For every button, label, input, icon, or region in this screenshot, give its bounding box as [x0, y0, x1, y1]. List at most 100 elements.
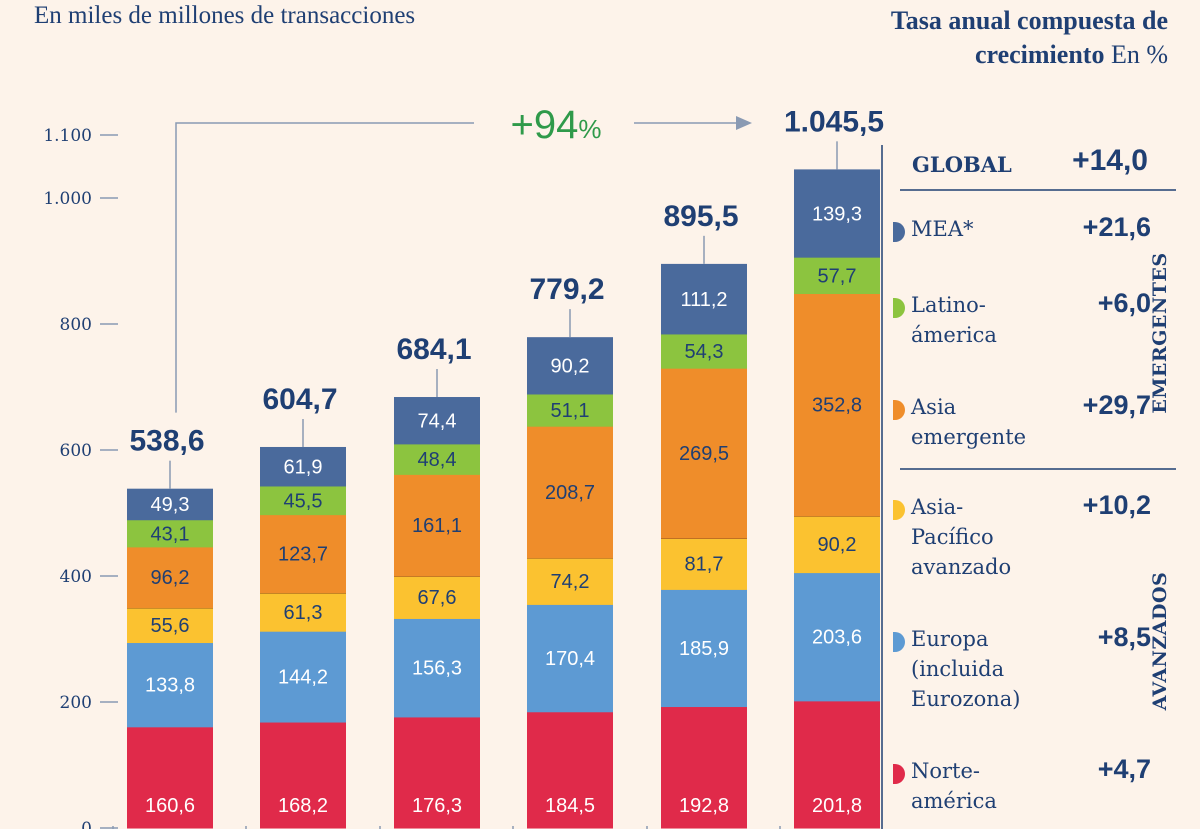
bar-segment-latinoamerica [394, 443, 480, 475]
data-label-europa: 144,2 [278, 667, 328, 689]
legend-marker-icon [893, 298, 905, 318]
cagr-unit: En % [1110, 40, 1168, 69]
y-tick-label: 600 [60, 441, 92, 461]
data-label-norteamerica: 184,5 [545, 795, 595, 817]
data-label-europa: 203,6 [812, 627, 862, 649]
legend-value: +6,0 [1097, 288, 1151, 318]
group-label-emergentes: EMERGENTES [1149, 252, 1171, 414]
legend-label: Latino-ámerica [911, 293, 997, 347]
data-label-asia_emergente: 208,7 [545, 482, 595, 504]
data-label-norteamerica: 201,8 [812, 795, 862, 817]
data-label-europa: 185,9 [679, 638, 729, 660]
global-row: GLOBAL +14,0 [912, 144, 1148, 184]
bar-segment-latinoamerica [794, 257, 880, 295]
bar-segment-asia_emergente [527, 426, 613, 559]
data-label-latinoamerica: 45,5 [284, 490, 323, 512]
growth-callout-unit: % [578, 114, 601, 144]
data-label-europa: 133,8 [145, 675, 195, 697]
bar-segment-mea [260, 446, 346, 487]
legend-label: Norte-américa [911, 759, 997, 813]
legend-label: MEA* [911, 217, 974, 241]
bar-segment-norteamerica [260, 722, 346, 829]
data-label-latinoamerica: 57,7 [818, 265, 857, 287]
data-label-norteamerica: 160,6 [145, 795, 195, 817]
bar-segment-asia_emergente [394, 474, 480, 577]
total-label: 895,5 [663, 200, 738, 233]
group-label-avanzados: AVANZADOS [1149, 571, 1171, 711]
data-label-mea: 74,4 [418, 410, 457, 432]
total-label: 1.045,5 [784, 105, 884, 138]
data-label-latinoamerica: 43,1 [151, 523, 190, 545]
legend-value: +10,2 [1082, 490, 1151, 520]
total-label: 684,1 [396, 333, 471, 366]
bar-segment-asia_pacifico [661, 537, 747, 590]
bar-segment-asia_pacifico [127, 607, 213, 644]
bar-segment-asia_emergente [794, 293, 880, 517]
y-tick-label: 0 [81, 819, 92, 829]
data-label-latinoamerica: 48,4 [418, 449, 457, 471]
data-label-europa: 156,3 [412, 658, 462, 680]
bar-segment-mea [394, 397, 480, 445]
bar-segment-europa [127, 642, 213, 728]
growth-callout-value: +94% [511, 103, 602, 147]
bar-segment-asia_pacifico [527, 557, 613, 605]
bar-segment-latinoamerica [127, 519, 213, 548]
bar-segment-norteamerica [527, 711, 613, 829]
bar-segment-europa [794, 572, 880, 702]
data-label-norteamerica: 192,8 [679, 795, 729, 817]
data-label-asia_emergente: 269,5 [679, 443, 729, 465]
growth-callout-number: +94 [511, 103, 579, 147]
data-label-mea: 49,3 [151, 494, 190, 516]
data-label-latinoamerica: 51,1 [551, 400, 590, 422]
data-label-norteamerica: 176,3 [412, 795, 462, 817]
bar-segment-asia_emergente [260, 514, 346, 594]
bar-segment-mea [794, 169, 880, 258]
bar-segment-europa [527, 604, 613, 713]
legend-value: +8,5 [1097, 622, 1151, 652]
total-label: 604,7 [262, 383, 337, 416]
data-label-asia_pacifico: 81,7 [685, 554, 724, 576]
bar-segment-mea [527, 337, 613, 395]
growth-callout-line [175, 122, 474, 413]
total-label: 538,6 [129, 425, 204, 458]
bar-segment-europa [260, 631, 346, 723]
legend-value: +21,6 [1082, 212, 1151, 242]
data-label-asia_emergente: 352,8 [812, 395, 862, 417]
legend-marker-icon [893, 400, 905, 420]
bar-segment-europa [661, 589, 747, 708]
chart-subtitle: En miles de millones de transacciones [34, 2, 416, 29]
data-label-asia_pacifico: 90,2 [818, 534, 857, 556]
legend-marker-icon [893, 764, 905, 784]
bar-segment-latinoamerica [260, 485, 346, 516]
y-tick-label: 400 [60, 567, 92, 587]
legend-marker-icon [893, 500, 905, 520]
bar-segment-norteamerica [394, 716, 480, 829]
data-label-europa: 170,4 [545, 648, 595, 670]
data-label-asia_pacifico: 61,3 [284, 602, 323, 624]
bar-segment-asia_emergente [127, 546, 213, 608]
legend-value: +4,7 [1097, 754, 1151, 784]
y-tick-label: 200 [60, 693, 92, 713]
y-tick-label: 1.100 [43, 126, 92, 146]
data-label-latinoamerica: 54,3 [685, 341, 724, 363]
bar-segment-mea [661, 263, 747, 335]
growth-arrow-head [736, 116, 752, 130]
bar-segment-norteamerica [661, 706, 747, 829]
cagr-header: Tasa anual compuesta de crecimiento En % [888, 4, 1168, 72]
data-label-asia_pacifico: 55,6 [151, 615, 190, 637]
bar-segment-asia_pacifico [260, 592, 346, 632]
total-label: 779,2 [529, 273, 604, 306]
data-label-asia_pacifico: 74,2 [551, 571, 590, 593]
bar-segment-latinoamerica [527, 393, 613, 427]
legend-value: +29,7 [1082, 390, 1151, 420]
bar-segment-norteamerica [794, 700, 880, 829]
y-tick-label: 800 [60, 315, 92, 335]
data-label-asia_emergente: 123,7 [278, 544, 328, 566]
legend-marker-icon [893, 632, 905, 652]
bar-segment-latinoamerica [661, 333, 747, 369]
bar-segment-asia_pacifico [394, 575, 480, 619]
bar-segment-asia_emergente [661, 368, 747, 539]
data-label-mea: 139,3 [812, 203, 862, 225]
bar-segment-mea [127, 488, 213, 521]
legend-marker-icon [893, 222, 905, 242]
